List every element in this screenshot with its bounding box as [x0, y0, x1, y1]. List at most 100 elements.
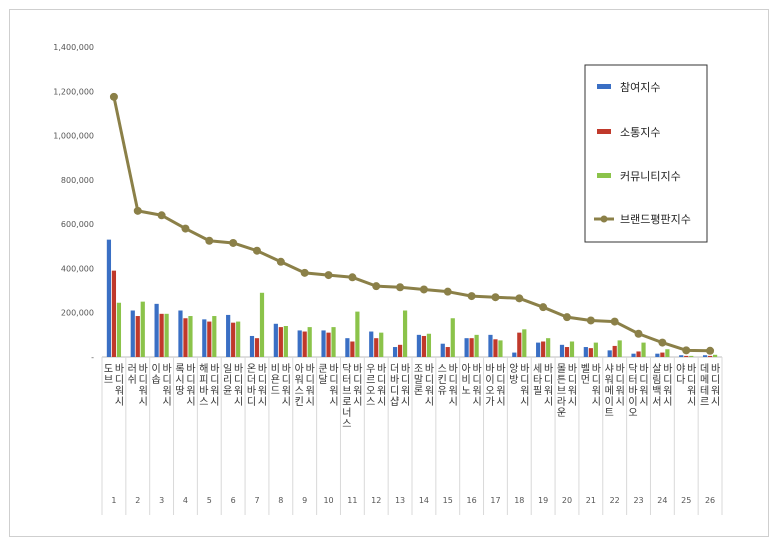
- category-label-char: 바: [568, 363, 577, 375]
- brand-reputation-point-26: [706, 346, 715, 355]
- brand-reputation-point-23: [634, 329, 643, 338]
- category-label-char: 시: [544, 396, 553, 408]
- category-label-char: 서: [652, 396, 661, 408]
- category-label-char: 드: [271, 386, 280, 397]
- axis-layer: - 200,000 400,000 600,000 800,000 1,000,000 1,…: [53, 43, 723, 515]
- brand-reputation-point-11: [348, 273, 357, 282]
- category-label-char: 워: [568, 384, 577, 397]
- category-label-char: 시: [449, 396, 458, 408]
- category-label-char: 해: [199, 362, 208, 375]
- category-label-char: 이: [152, 363, 161, 375]
- brand-reputation-point-9: [300, 268, 309, 277]
- bar-참여지수-10: [321, 330, 326, 357]
- category-label-char: 브: [342, 385, 351, 397]
- brand-reputation-point-15: [443, 287, 452, 296]
- legend-label-communication: 소통지수: [620, 126, 660, 139]
- category-label-char: 바: [711, 363, 720, 375]
- category-label-char: 디: [425, 374, 434, 386]
- category-label-char: 디: [139, 374, 148, 386]
- category-label-char: 바: [329, 363, 338, 375]
- bar-소통지수-9: [302, 331, 307, 357]
- bar-커뮤니티지수-13: [402, 310, 408, 357]
- category-label-char: 바: [485, 363, 494, 375]
- category-label-char: 워: [186, 384, 195, 397]
- legend-swatch-brand-marker: [600, 215, 608, 223]
- legend-label-brand: 브랜드평판지수: [620, 213, 691, 226]
- bar-커뮤니티지수-9: [307, 327, 312, 357]
- category-label-char: 바: [115, 363, 124, 375]
- bar-소통지수-12: [374, 338, 379, 357]
- category-label-char: 워: [234, 384, 243, 397]
- bar-커뮤니티지수-1: [116, 302, 122, 357]
- category-label-char: 시: [258, 396, 267, 408]
- category-number: 5: [207, 496, 212, 505]
- bar-커뮤니티지수-25: [689, 355, 694, 357]
- brand-reputation-point-7: [253, 246, 261, 255]
- bar-소통지수-26: [707, 355, 713, 357]
- bar-소통지수-25: [684, 355, 689, 357]
- category-label-char: 타: [533, 374, 542, 386]
- category-label-char: 디: [639, 374, 648, 386]
- bar-커뮤니티지수-24: [665, 349, 670, 357]
- brand-reputation-point-18: [515, 294, 524, 303]
- category-label-char: 워: [592, 384, 601, 397]
- category-label-char: 디: [401, 374, 410, 386]
- y-tick-label: 1,000,000: [53, 132, 94, 141]
- category-label-char: 바: [377, 363, 386, 375]
- bar-소통지수-21: [588, 348, 593, 357]
- category-label-char: 워: [353, 384, 362, 397]
- category-label-char: 피: [199, 374, 208, 386]
- category-label-char: 워: [329, 384, 338, 397]
- brand-reputation-point-3: [157, 211, 166, 220]
- legend-swatch-participation: [597, 84, 611, 89]
- category-label-char: 디: [210, 374, 219, 386]
- category-label-char: 바: [390, 374, 399, 386]
- bar-소통지수-7: [254, 338, 260, 357]
- category-label-char: 워: [258, 384, 267, 397]
- category-label-char: 워: [473, 384, 482, 397]
- category-label-char: 메: [700, 374, 709, 386]
- category-label-char: 시: [592, 396, 601, 408]
- category-label-char: 시: [282, 396, 291, 408]
- category-label-char: 바: [425, 363, 434, 375]
- category-label-char: 워: [520, 384, 529, 397]
- bar-커뮤니티지수-16: [474, 334, 479, 357]
- bar-참여지수-23: [631, 353, 636, 357]
- category-label-char: 튼: [557, 374, 566, 386]
- category-label-char: 시: [687, 396, 696, 408]
- category-label-char: 워: [687, 384, 696, 397]
- category-number: 24: [657, 496, 667, 505]
- bar-참여지수-16: [464, 338, 469, 357]
- category-label-char: 샵: [390, 396, 399, 408]
- category-label-char: 조: [414, 364, 423, 375]
- bar-참여지수-25: [679, 355, 684, 357]
- category-label-char: 디: [353, 374, 362, 386]
- bar-참여지수-2: [130, 310, 135, 357]
- brand-reputation-point-5: [205, 236, 214, 245]
- bar-소통지수-13: [397, 344, 403, 357]
- category-number: 25: [681, 496, 691, 505]
- category-number: 6: [231, 496, 236, 505]
- category-number: 18: [514, 496, 524, 505]
- bar-참여지수-19: [536, 342, 541, 357]
- category-number: 14: [419, 496, 429, 505]
- category-label-char: 바: [473, 363, 482, 375]
- brand-reputation-point-14: [419, 285, 428, 294]
- bar-참여지수-14: [416, 334, 422, 357]
- category-label-char: 바: [353, 363, 362, 375]
- category-label-char: 먼: [581, 374, 590, 386]
- category-label-char: 브: [557, 385, 566, 397]
- category-label-char: 아: [295, 363, 304, 375]
- category-label-char: 트: [605, 408, 614, 419]
- category-label-char: 워: [115, 384, 124, 397]
